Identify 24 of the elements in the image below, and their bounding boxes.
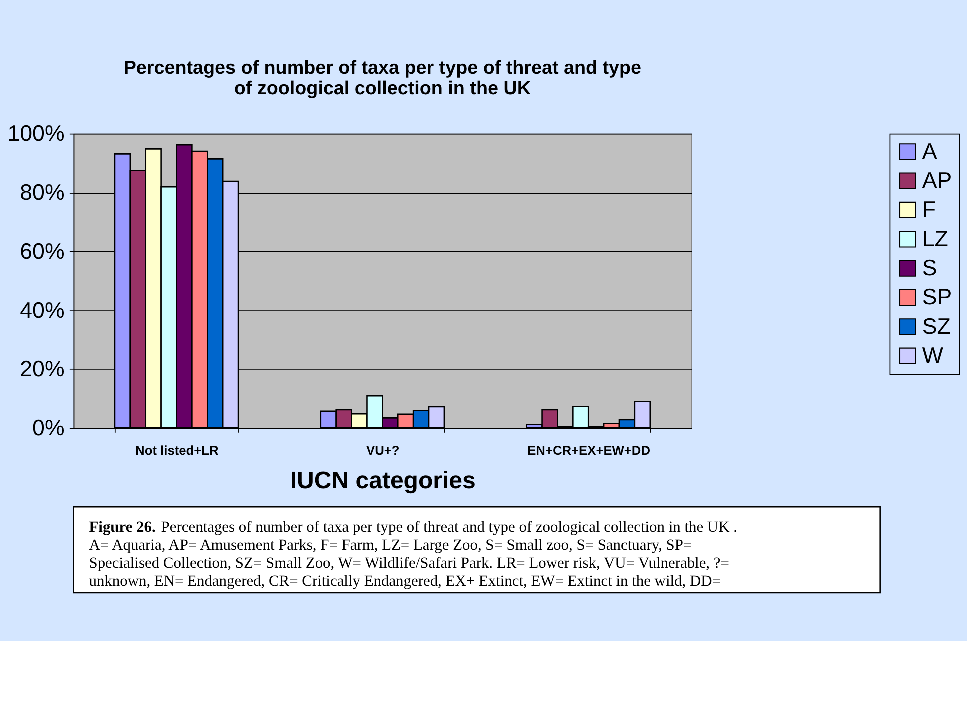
legend-label: W [922,342,944,368]
x-tick-label: Not listed+LR [136,443,220,458]
legend-label: SZ [922,314,951,339]
x-tick-label: EN+CR+EX+EW+DD [528,443,650,458]
legend-label: LZ [922,226,948,252]
y-tick-label: 40% [20,298,65,323]
y-tick-label: 60% [20,238,65,264]
x-tick-label: VU+? [366,443,400,458]
y-tick-label: 20% [20,356,65,382]
y-tick-label: 100% [8,121,65,146]
legend-label: S [922,255,938,280]
text: Percentages of number of taxa per type of threat and type of zoological collection in the UK . [161,519,738,536]
y-tick-label: 80% [20,180,65,206]
legend-label: SP [922,284,952,310]
text: Specialised Collection, SZ= Small Zoo, W= Wildlife/Safari Park. LR= Lower risk, VU= Vulnerable, ?= [89,555,730,572]
legend-label: F [922,197,936,222]
y-tick-label: 0% [32,415,65,440]
caption: Figure 26. [89,519,156,536]
legend-label: AP [922,168,952,193]
legend-label: A [922,138,938,164]
chart-title: Percentages of number of taxa per type of threat and type of zoological collection in the UK [124,56,642,98]
text: A= Aquaria, AP= Amusement Parks, F= Farm, LZ= Large Zoo, S= Small zoo, S= Sanctuary, SP= [89,537,692,554]
text: unknown, EN= Endangered, CR= Critically Endangered, EX+ Extinct, EW= Extinct in the wild, DD= [89,573,721,590]
x-axis-title: IUCN categories [290,468,476,495]
